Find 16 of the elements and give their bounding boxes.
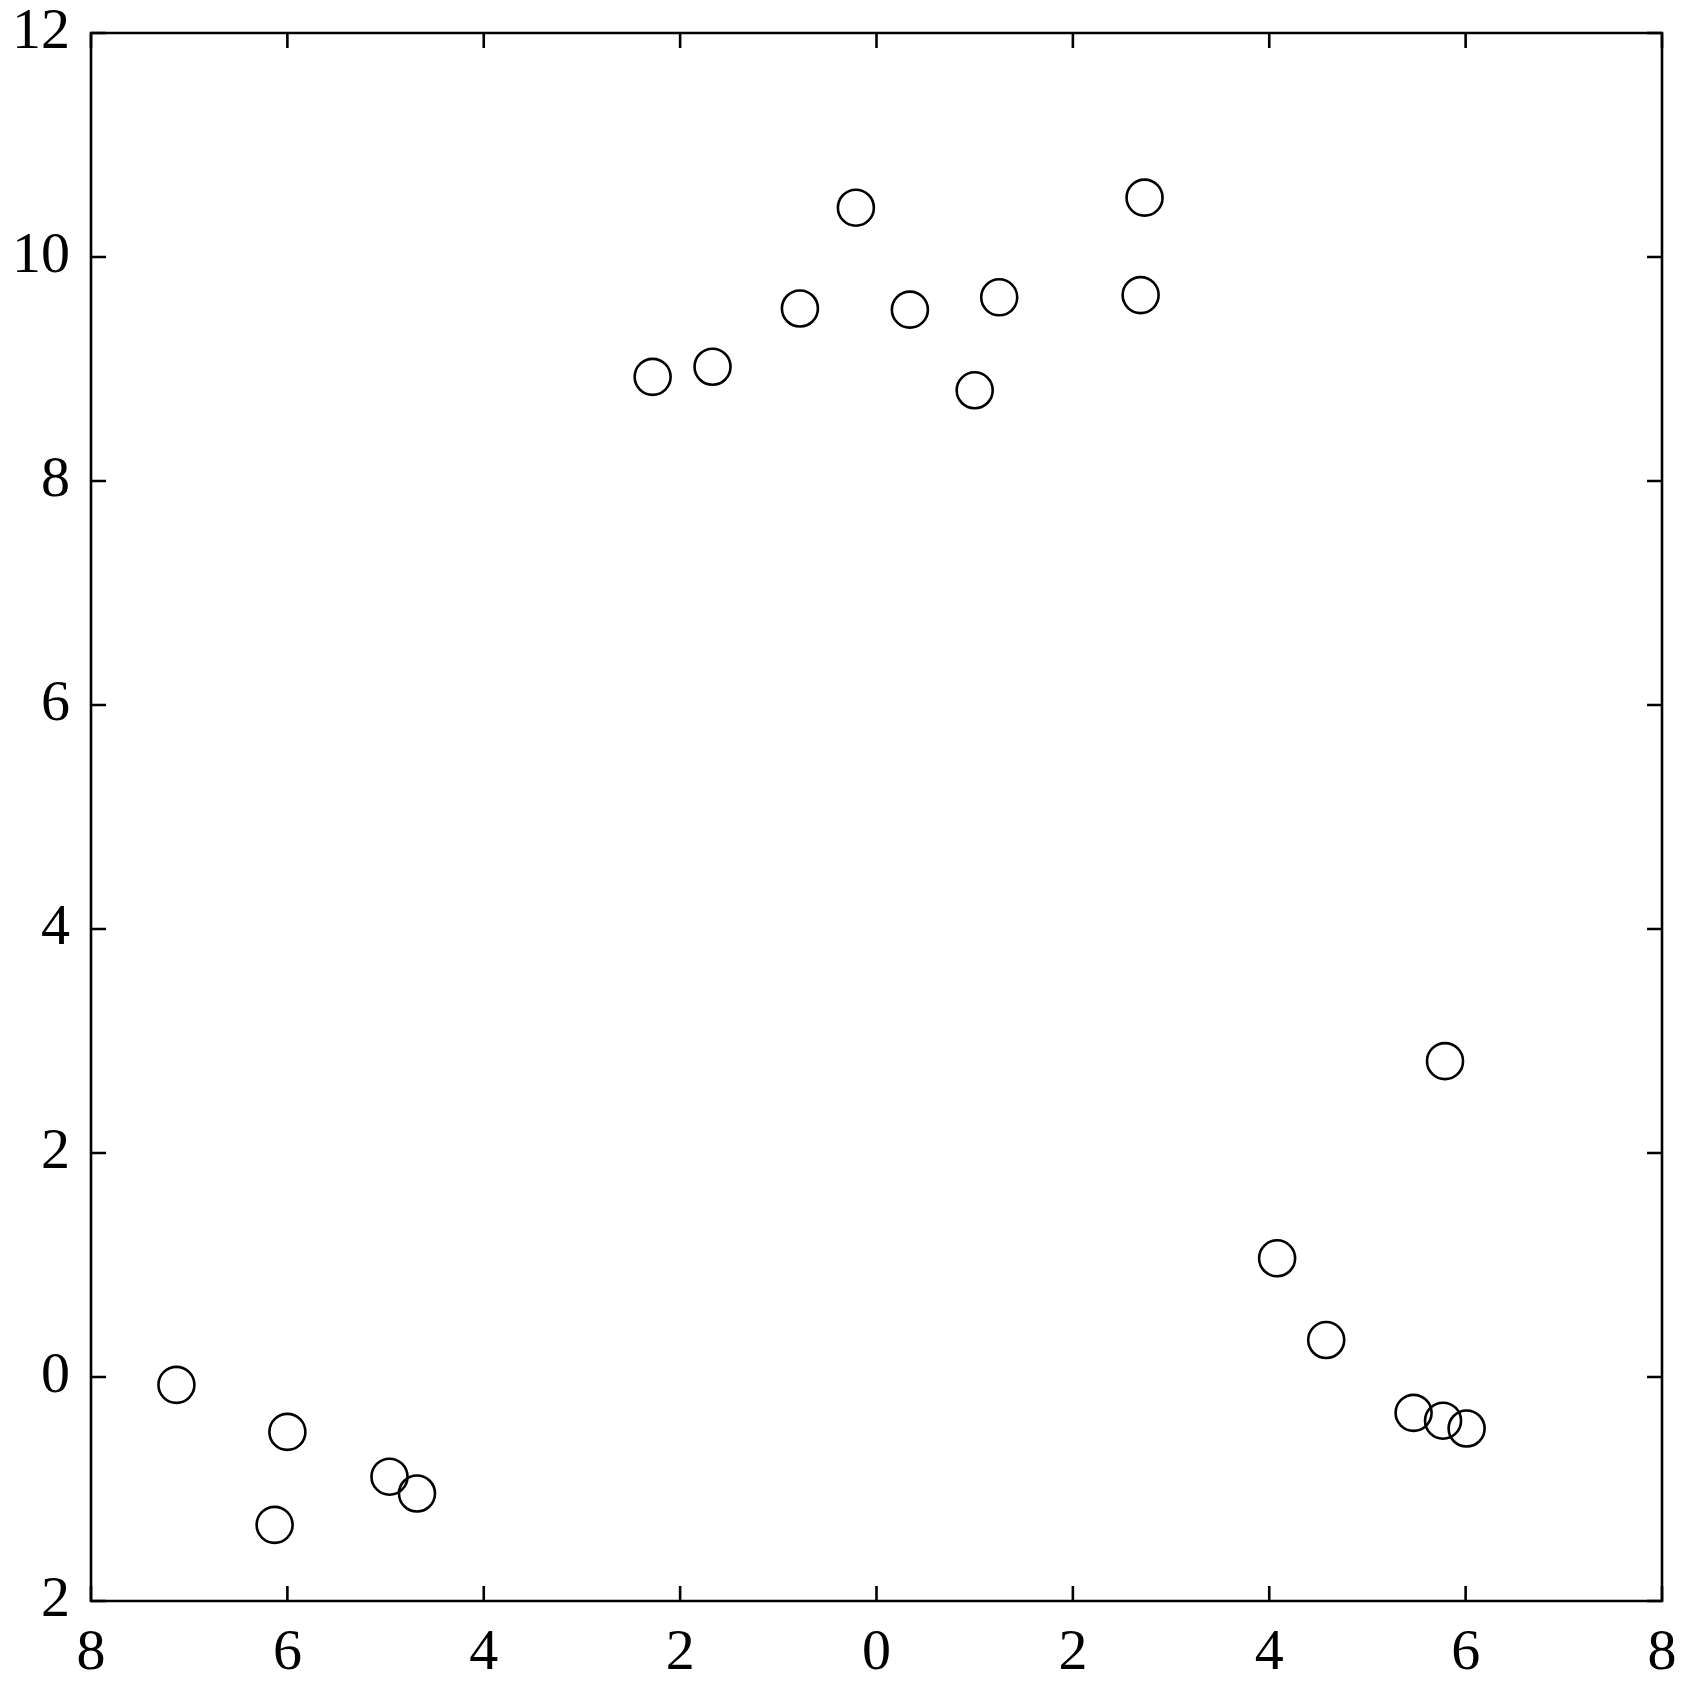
x-tick-label: 6 <box>272 1617 302 1683</box>
x-tick-label: 4 <box>469 1617 499 1683</box>
x-tick-label: 2 <box>1058 1617 1088 1683</box>
y-tick-label: 4 <box>41 892 70 958</box>
x-tick-label: 0 <box>862 1617 891 1683</box>
y-tick-label: 8 <box>41 444 70 510</box>
y-tick-label: 6 <box>41 668 70 734</box>
y-tick-label: 10 <box>12 220 70 286</box>
x-tick-label: 2 <box>665 1617 695 1683</box>
x-tick-label: 4 <box>1254 1617 1284 1683</box>
y-tick-label: 2 <box>41 1564 70 1630</box>
y-tick-label: 0 <box>41 1340 70 1406</box>
x-tick-label: 6 <box>1451 1617 1481 1683</box>
y-tick-label: 12 <box>12 0 70 62</box>
x-tick-label: 8 <box>1647 1617 1677 1683</box>
y-tick-label: 2 <box>41 1116 70 1182</box>
